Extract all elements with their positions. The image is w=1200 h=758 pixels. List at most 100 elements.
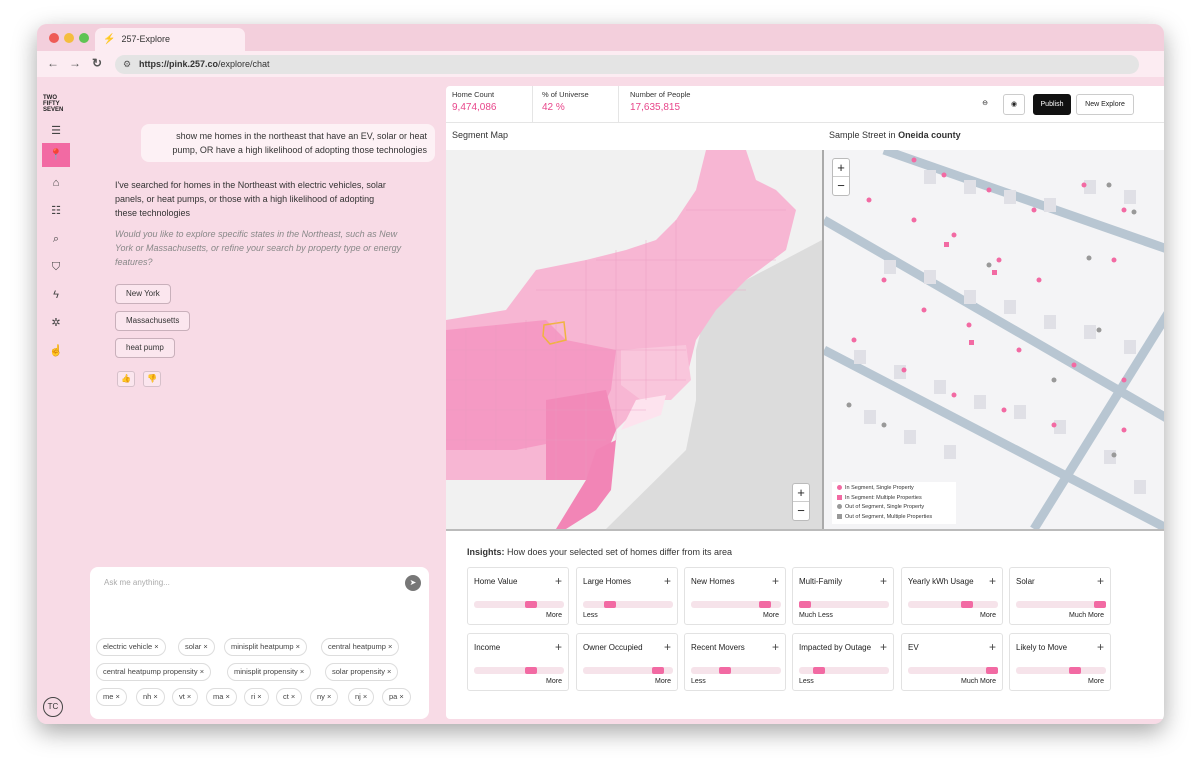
zoom-in-button[interactable]: + (833, 159, 849, 177)
close-window-button[interactable] (49, 33, 59, 43)
insight-card[interactable]: Home Value + More (467, 567, 569, 625)
filter-chip[interactable]: ma × (206, 688, 237, 706)
stat-label: Number of People (630, 90, 691, 99)
filter-chip[interactable]: solar propensity × (325, 663, 399, 681)
site-settings-icon[interactable]: ⚙ (123, 59, 132, 69)
insight-direction: More (980, 612, 996, 619)
chat-input[interactable]: Ask me anything... (104, 578, 170, 587)
send-icon[interactable]: ➤ (405, 575, 421, 591)
stat-value: 9,474,086 (452, 102, 497, 113)
insight-card-title: Likely to Move (1016, 643, 1068, 652)
thumbs-up-icon[interactable]: 👍 (117, 371, 135, 387)
segment-map[interactable]: + − (446, 150, 822, 529)
collapse-sidebar-icon[interactable]: ☰ (51, 125, 61, 137)
network-icon[interactable]: ✲ (51, 317, 61, 329)
zoom-in-button[interactable]: + (793, 484, 809, 502)
insight-card[interactable]: Multi-Family + Much Less (792, 567, 894, 625)
street-map-title: Sample Street in Oneida county (829, 130, 961, 140)
minimize-window-button[interactable] (64, 33, 74, 43)
insight-card[interactable]: Recent Movers + Less (684, 633, 786, 691)
app-logo[interactable]: TWO FIFTY SEVEN (43, 95, 69, 117)
thumbs-down-icon[interactable]: 👎 (143, 371, 161, 387)
insight-card-title: Income (474, 643, 501, 652)
maximize-window-button[interactable] (79, 33, 89, 43)
url-input[interactable]: ⚙ https://pink.257.co/explore/chat (115, 55, 1139, 74)
zoom-out-button[interactable]: − (797, 503, 805, 518)
street-map-graphic (824, 150, 1164, 529)
filter-chip[interactable]: me × (96, 688, 127, 706)
avatar[interactable]: TC (43, 697, 63, 717)
url-path: /explore/chat (218, 59, 270, 69)
filter-label: central heatpump propensity (103, 667, 198, 676)
filter-chip[interactable]: pa × (382, 688, 411, 706)
plus-icon[interactable]: + (771, 640, 779, 654)
plus-icon[interactable]: + (1096, 640, 1104, 654)
plus-icon[interactable]: + (554, 640, 562, 654)
filter-chip[interactable]: vt × (172, 688, 199, 706)
undo-icon[interactable]: ⊖ (976, 94, 994, 115)
filter-chip[interactable]: minisplit heatpump × (224, 638, 307, 656)
insight-card-title: New Homes (691, 577, 735, 586)
filter-chip[interactable]: ct × (276, 688, 303, 706)
publish-button[interactable]: Publish (1033, 94, 1071, 115)
insight-card[interactable]: Large Homes + Less (576, 567, 678, 625)
filter-chip[interactable]: nh × (136, 688, 165, 706)
shield-icon[interactable]: ⛉ (51, 261, 61, 273)
feedback-icon[interactable]: ☝ (49, 345, 63, 357)
insight-card[interactable]: Income + More (467, 633, 569, 691)
plus-icon[interactable]: + (554, 574, 562, 588)
filter-chip[interactable]: electric vehicle × (96, 638, 166, 656)
insight-card-title: EV (908, 643, 919, 652)
insight-card[interactable]: Impacted by Outage + Less (792, 633, 894, 691)
lightning-icon[interactable]: ϟ (53, 289, 59, 301)
insight-card[interactable]: Owner Occupied + More (576, 633, 678, 691)
plus-icon[interactable]: + (988, 640, 996, 654)
insight-card[interactable]: EV + Much More (901, 633, 1003, 691)
street-map[interactable]: + − In Segment, Single Property In Segme… (824, 150, 1164, 529)
filter-label: minisplit heatpump (231, 642, 294, 651)
plus-icon[interactable]: + (879, 640, 887, 654)
filter-chip[interactable]: minisplit propensity × (227, 663, 312, 681)
plus-icon[interactable]: + (879, 574, 887, 588)
plus-icon[interactable]: + (988, 574, 996, 588)
insight-card[interactable]: Solar + Much More (1009, 567, 1111, 625)
suggestion-chip[interactable]: Massachusetts (115, 311, 191, 331)
filter-chip[interactable]: solar × (178, 638, 215, 656)
insight-card[interactable]: Likely to Move + More (1009, 633, 1111, 691)
insight-card[interactable]: Yearly kWh Usage + More (901, 567, 1003, 625)
divider (618, 86, 619, 122)
user-message: show me homes in the northeast that have… (141, 124, 435, 162)
segment-zoom-control: + − (792, 483, 810, 521)
filter-chip[interactable]: ny × (310, 688, 339, 706)
filter-chip[interactable]: central heatpump × (321, 638, 400, 656)
home-icon[interactable]: ⌂ (52, 177, 60, 189)
browser-window: ⚡ 257-Explore ← → ↻ ⚙ https://pink.257.co… (37, 24, 1164, 724)
suggestion-chip[interactable]: New York (115, 284, 171, 304)
legend-item: In Segment: Multiple Properties (837, 494, 951, 504)
filter-label: central heatpump (328, 642, 386, 651)
browser-tab[interactable]: ⚡ 257-Explore (95, 28, 245, 51)
plus-icon[interactable]: + (1096, 574, 1104, 588)
stat-value: 42 % (542, 102, 565, 113)
database-icon[interactable]: ☷ (51, 205, 61, 217)
insight-card[interactable]: New Homes + More (684, 567, 786, 625)
filter-chip[interactable]: nj × (348, 688, 375, 706)
plus-icon[interactable]: + (663, 640, 671, 654)
forward-icon[interactable]: → (69, 56, 81, 70)
reload-icon[interactable]: ↻ (92, 56, 103, 70)
analytics-icon[interactable]: ⌕ (52, 233, 60, 245)
record-icon[interactable]: ◉ (1003, 94, 1025, 115)
filter-label: minisplit propensity (234, 667, 298, 676)
suggestion-chip[interactable]: heat pump (115, 338, 175, 358)
filter-chip[interactable]: ri × (244, 688, 269, 706)
zoom-out-button[interactable]: − (837, 178, 845, 193)
map-pin-icon[interactable]: 📍 (42, 143, 70, 167)
new-explore-button[interactable]: New Explore (1076, 94, 1134, 115)
back-icon[interactable]: ← (47, 56, 59, 70)
insight-bar-fill (799, 601, 811, 608)
plus-icon[interactable]: + (663, 574, 671, 588)
insight-direction: Much More (960, 678, 996, 685)
plus-icon[interactable]: + (771, 574, 779, 588)
filter-chip[interactable]: central heatpump propensity × (96, 663, 212, 681)
navigation-bar: ← → ↻ ⚙ https://pink.257.co/explore/chat (37, 51, 1164, 77)
